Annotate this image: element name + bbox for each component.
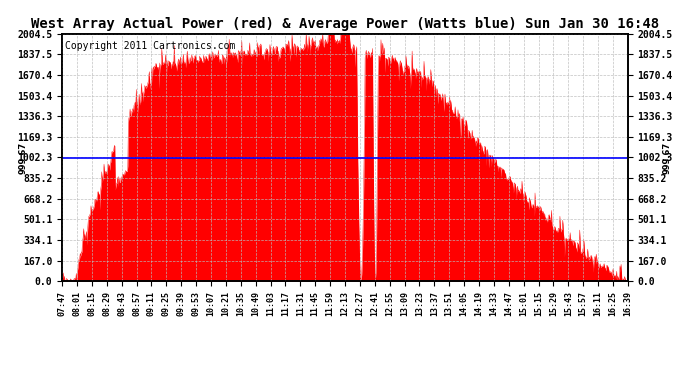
Text: Copyright 2011 Cartronics.com: Copyright 2011 Cartronics.com <box>65 41 235 51</box>
Title: West Array Actual Power (red) & Average Power (Watts blue) Sun Jan 30 16:48: West Array Actual Power (red) & Average … <box>31 17 659 31</box>
Text: 999.67: 999.67 <box>662 142 671 174</box>
Text: 999.67: 999.67 <box>19 142 28 174</box>
